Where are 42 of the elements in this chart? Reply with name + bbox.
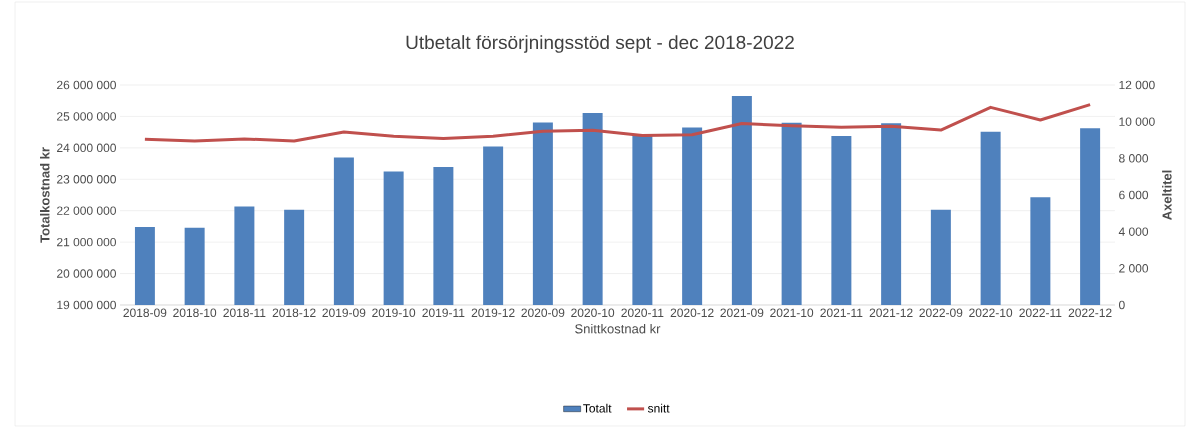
legend-label: snitt [647, 403, 670, 413]
x-tick-label: 2019-10 [372, 308, 416, 318]
y-tick-label: 24 000 000 [57, 143, 116, 153]
x-tick-label: 2018-10 [173, 308, 217, 318]
x-tick-label: 2019-12 [471, 308, 515, 318]
x-tick-label: 2022-12 [1068, 308, 1112, 318]
y-tick-label: 25 000 000 [57, 112, 116, 121]
x-tick-label: 2019-11 [422, 308, 465, 318]
x-tick-label: 2021-09 [720, 308, 764, 318]
legend-label: Totalt [583, 403, 612, 413]
x-tick-label: 2018-09 [123, 308, 167, 318]
x-tick-label: 2020-12 [670, 308, 714, 318]
y-tick-label: 26 000 000 [57, 80, 116, 90]
line-series [143, 103, 1092, 143]
y2-tick-label: 2 000 [1119, 264, 1149, 273]
x-tick-label: 2018-11 [223, 308, 266, 318]
x-tick-label: 2022-10 [969, 308, 1013, 318]
x-tick-label: 2018-12 [272, 308, 316, 318]
y2-tick-label: 8 000 [1119, 154, 1149, 163]
x-tick-label: 2020-10 [571, 308, 615, 318]
x-tick-label: 2021-12 [869, 308, 913, 318]
y2-tick-label: 6 000 [1119, 190, 1149, 200]
y2-tick-label: 10 000 [1119, 117, 1155, 126]
y-tick-label: 21 000 000 [57, 237, 116, 247]
y2-tick-label: 4 000 [1118, 227, 1149, 236]
y2-tick-label: 12 000 [1119, 80, 1155, 90]
chart-title: Utbetalt försörjningsstöd sept - dec 2018-2022 [406, 35, 794, 53]
y-axis-title: Totalkostnad kr [40, 147, 50, 243]
x-tick-label: 2021-11 [820, 308, 863, 318]
y2-axis-title: Axeltitel [1162, 170, 1172, 220]
x-tick-label: 2022-09 [919, 308, 963, 318]
y-tick-label: 22 000 000 [57, 206, 116, 215]
x-tick-label: 2020-11 [621, 308, 664, 318]
x-tick-label: 2022-11 [1019, 308, 1062, 318]
y-tick-label: 23 000 000 [57, 175, 116, 184]
x-axis-title: Snittkostnad kr [575, 323, 661, 334]
y-tick-label: 20 000 000 [57, 269, 116, 278]
x-tick-label: 2021-10 [770, 308, 814, 318]
y2-tick-label: 0 [1119, 300, 1125, 310]
y-tick-label: 19 000 000 [57, 300, 116, 310]
x-tick-label: 2019-09 [322, 308, 366, 318]
x-tick-label: 2020-09 [521, 308, 565, 318]
